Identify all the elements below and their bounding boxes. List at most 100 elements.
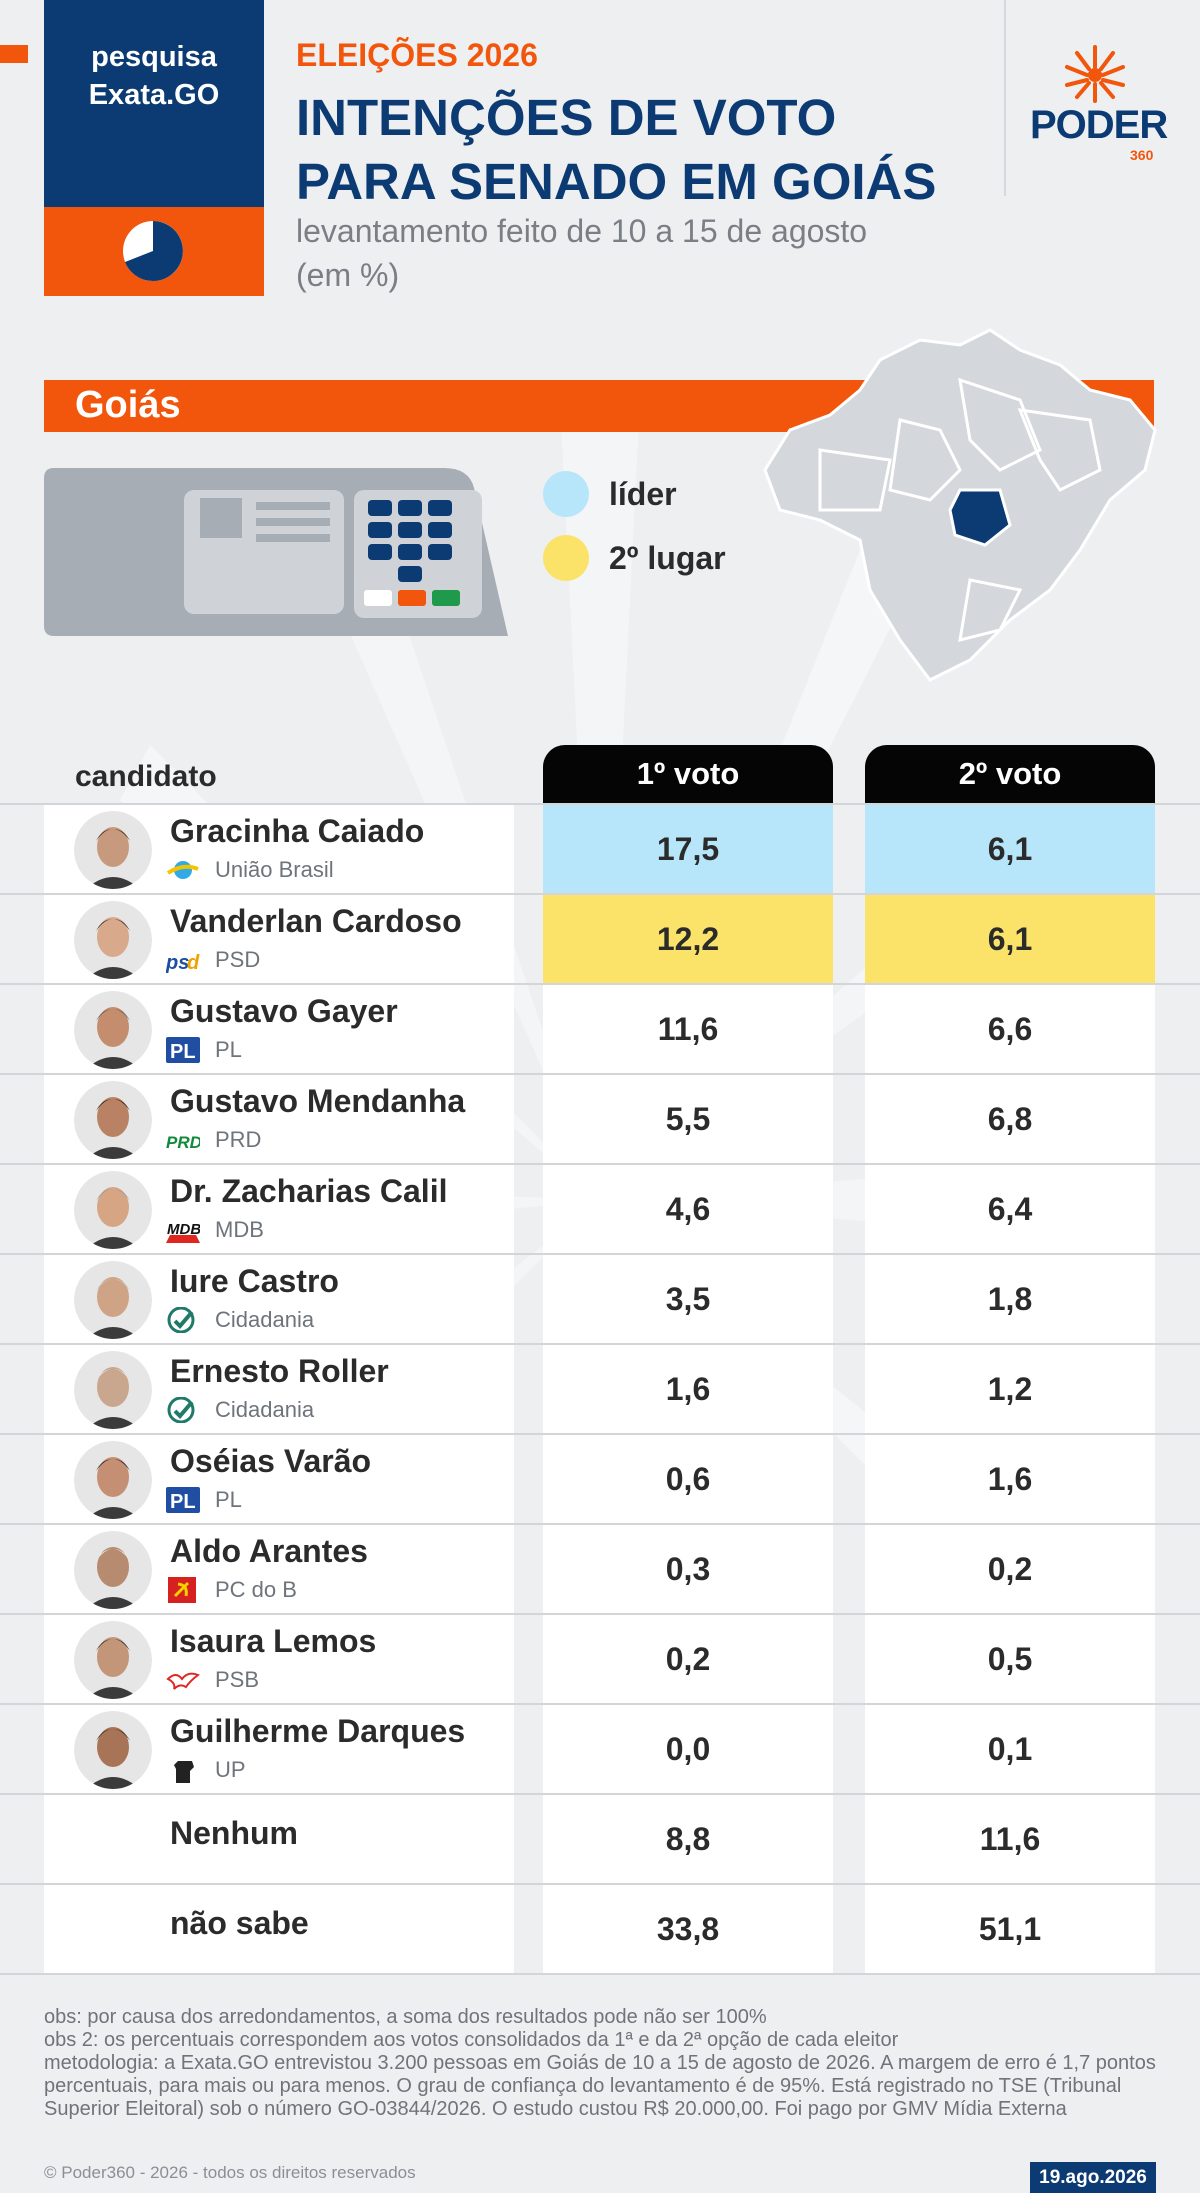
table-row: não sabe 33,8 51,1 xyxy=(0,1885,1200,1975)
second-vote-value: 6,1 xyxy=(865,805,1155,893)
avatar xyxy=(74,1711,152,1789)
table-row: Gustavo Gayer PL PL 11,6 6,6 xyxy=(0,985,1200,1075)
first-vote-value: 0,3 xyxy=(543,1525,833,1613)
copyright: © Poder360 - 2026 - todos os direitos re… xyxy=(44,2163,416,2182)
header-rule xyxy=(0,803,1200,805)
table-row: Dr. Zacharias Calil MDB MDB 4,6 6,4 xyxy=(0,1165,1200,1255)
party-name: MDB xyxy=(215,1217,264,1242)
svg-text:ps: ps xyxy=(166,952,189,973)
candidate-cell: Nenhum xyxy=(44,1795,514,1883)
candidate-cell: Vanderlan Cardoso ps d PSD xyxy=(44,895,514,983)
party-name: PSB xyxy=(215,1667,260,1692)
candidate-cell: Aldo Arantes PC do B xyxy=(44,1525,514,1613)
avatar xyxy=(74,1171,152,1249)
candidate-name: Gracinha Caiado xyxy=(170,813,425,849)
svg-text:PRD: PRD xyxy=(166,1133,200,1152)
svg-text:MDB: MDB xyxy=(167,1221,200,1238)
brand-pie-area xyxy=(44,207,264,296)
poder-logo-word: PODER xyxy=(1030,103,1168,147)
page-title: INTENÇÕES DE VOTO PARA SENADO EM GOIÁS xyxy=(296,86,996,214)
party-name: PSD xyxy=(215,947,261,972)
candidate-cell: Oséias Varão PL PL xyxy=(44,1435,514,1523)
candidate-name: Ernesto Roller xyxy=(170,1353,389,1389)
subtitle: levantamento feito de 10 a 15 de agosto … xyxy=(296,209,996,297)
second-vote-value: 1,6 xyxy=(865,1435,1155,1523)
header-divider xyxy=(1004,0,1006,196)
subtitle-line-1: levantamento feito de 10 a 15 de agosto xyxy=(296,213,868,249)
pollster-name: pesquisa Exata.GO xyxy=(44,0,264,207)
second-vote-value: 6,6 xyxy=(865,985,1155,1073)
candidate-name: Dr. Zacharias Calil xyxy=(170,1173,448,1209)
candidate-cell: Guilherme Darques UP xyxy=(44,1705,514,1793)
date-badge: 19.ago.2026 xyxy=(1030,2162,1156,2193)
avatar xyxy=(74,901,152,979)
avatar xyxy=(74,1261,152,1339)
party-name: Cidadania xyxy=(215,1397,315,1422)
party-name: União Brasil xyxy=(215,857,334,882)
first-vote-value: 0,2 xyxy=(543,1615,833,1703)
avatar xyxy=(74,991,152,1069)
brazil-map-icon xyxy=(763,328,1157,682)
avatar xyxy=(74,1351,152,1429)
results-table: Gracinha Caiado União Brasil 17,5 6,1 Vander… xyxy=(0,805,1200,1975)
candidate-name: Aldo Arantes xyxy=(170,1533,368,1569)
party-name: PC do B xyxy=(215,1577,297,1602)
pie-chart-icon xyxy=(123,221,183,281)
brand-line-2: Exata.GO xyxy=(88,79,220,111)
brand-line-1: pesquisa xyxy=(91,41,217,73)
note-methodology: metodologia: a Exata.GO entrevistou 3.20… xyxy=(44,2052,1156,2120)
uniao-brasil-logo-icon xyxy=(166,861,199,879)
poder360-sun-icon xyxy=(1065,45,1125,103)
legend-item-second: 2º lugar xyxy=(543,534,726,582)
up-logo-icon xyxy=(174,1761,194,1783)
table-row: Nenhum 8,8 11,6 xyxy=(0,1795,1200,1885)
table-row: Ernesto Roller Cidadania 1,6 1,2 xyxy=(0,1345,1200,1435)
candidate-name: Vanderlan Cardoso xyxy=(170,903,462,939)
poder-logo-number: 360 xyxy=(1130,147,1154,163)
first-vote-value: 0,6 xyxy=(543,1435,833,1523)
legend: líder 2º lugar xyxy=(543,470,726,598)
candidate-name: Gustavo Gayer xyxy=(170,993,398,1029)
column-header-second-vote: 2º voto xyxy=(865,745,1155,803)
legend-swatch-second xyxy=(543,535,589,581)
first-vote-value: 11,6 xyxy=(543,985,833,1073)
candidate-name: não sabe xyxy=(170,1905,309,1941)
svg-text:PL: PL xyxy=(170,1491,196,1513)
psd-logo-icon: psd xyxy=(166,952,200,973)
first-vote-value: 17,5 xyxy=(543,805,833,893)
avatar xyxy=(74,1441,152,1519)
orange-accent-tick xyxy=(0,45,28,63)
second-vote-value: 6,1 xyxy=(865,895,1155,983)
title-line-1: INTENÇÕES DE VOTO xyxy=(296,89,837,146)
pl-logo-icon: PL xyxy=(166,1037,200,1063)
party-name: PL xyxy=(215,1037,242,1062)
candidate-cell: Iure Castro Cidadania xyxy=(44,1255,514,1343)
legend-item-leader: líder xyxy=(543,470,726,518)
candidate-cell: não sabe xyxy=(44,1885,514,1973)
first-vote-value: 5,5 xyxy=(543,1075,833,1163)
second-vote-value: 6,4 xyxy=(865,1165,1155,1253)
note-2: obs 2: os percentuais correspondem aos v… xyxy=(44,2029,899,2051)
first-vote-value: 8,8 xyxy=(543,1795,833,1883)
candidate-cell: Gustavo Gayer PL PL xyxy=(44,985,514,1073)
prd-logo-icon: PRD xyxy=(166,1133,200,1152)
kicker: ELEIÇÕES 2026 xyxy=(296,37,538,73)
second-vote-value: 11,6 xyxy=(865,1795,1155,1883)
first-vote-value: 12,2 xyxy=(543,895,833,983)
party-name: Cidadania xyxy=(215,1307,315,1332)
candidate-cell: Gracinha Caiado União Brasil xyxy=(44,805,514,893)
first-vote-value: 4,6 xyxy=(543,1165,833,1253)
table-row: Gustavo Mendanha PRD PRD 5,5 6,8 xyxy=(0,1075,1200,1165)
table-row: Aldo Arantes PC do B 0,3 0,2 xyxy=(0,1525,1200,1615)
candidate-name: Iure Castro xyxy=(170,1263,339,1299)
candidate-cell: Gustavo Mendanha PRD PRD xyxy=(44,1075,514,1163)
svg-text:d: d xyxy=(187,952,200,973)
candidate-name: Gustavo Mendanha xyxy=(170,1083,466,1119)
first-vote-value: 3,5 xyxy=(543,1255,833,1343)
legend-label-second: 2º lugar xyxy=(609,539,726,576)
table-row: Iure Castro Cidadania 3,5 1,8 xyxy=(0,1255,1200,1345)
first-vote-value: 0,0 xyxy=(543,1705,833,1793)
legend-swatch-leader xyxy=(543,471,589,517)
first-vote-value: 1,6 xyxy=(543,1345,833,1433)
footnotes: obs: por causa dos arredondamentos, a so… xyxy=(44,2006,1164,2121)
